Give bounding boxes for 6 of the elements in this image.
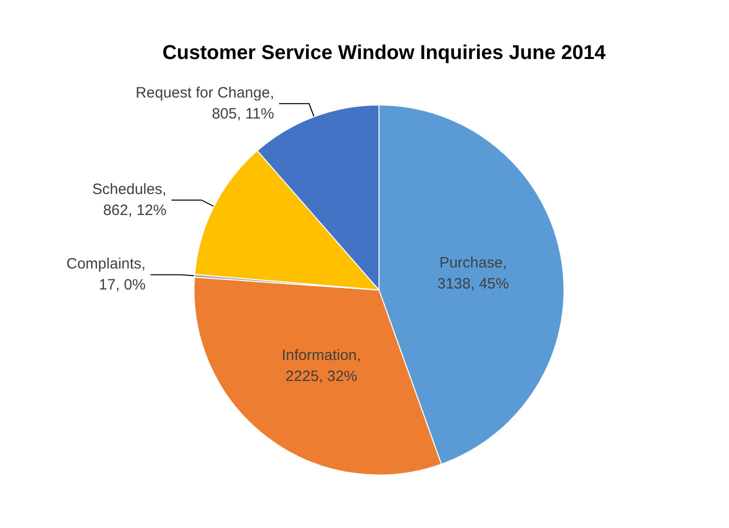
slice-label: Information, 2225, 32% xyxy=(282,347,361,386)
slice-label: Complaints, 17, 0% xyxy=(66,256,146,294)
chart-title: Customer Service Window Inquiries June 2014 xyxy=(162,42,607,64)
slice-label: Purchase, 3138, 45% xyxy=(437,254,509,293)
slice-label: Schedules, 862, 12% xyxy=(92,181,166,220)
slice-label: Request for Change, 805, 11% xyxy=(136,84,274,123)
